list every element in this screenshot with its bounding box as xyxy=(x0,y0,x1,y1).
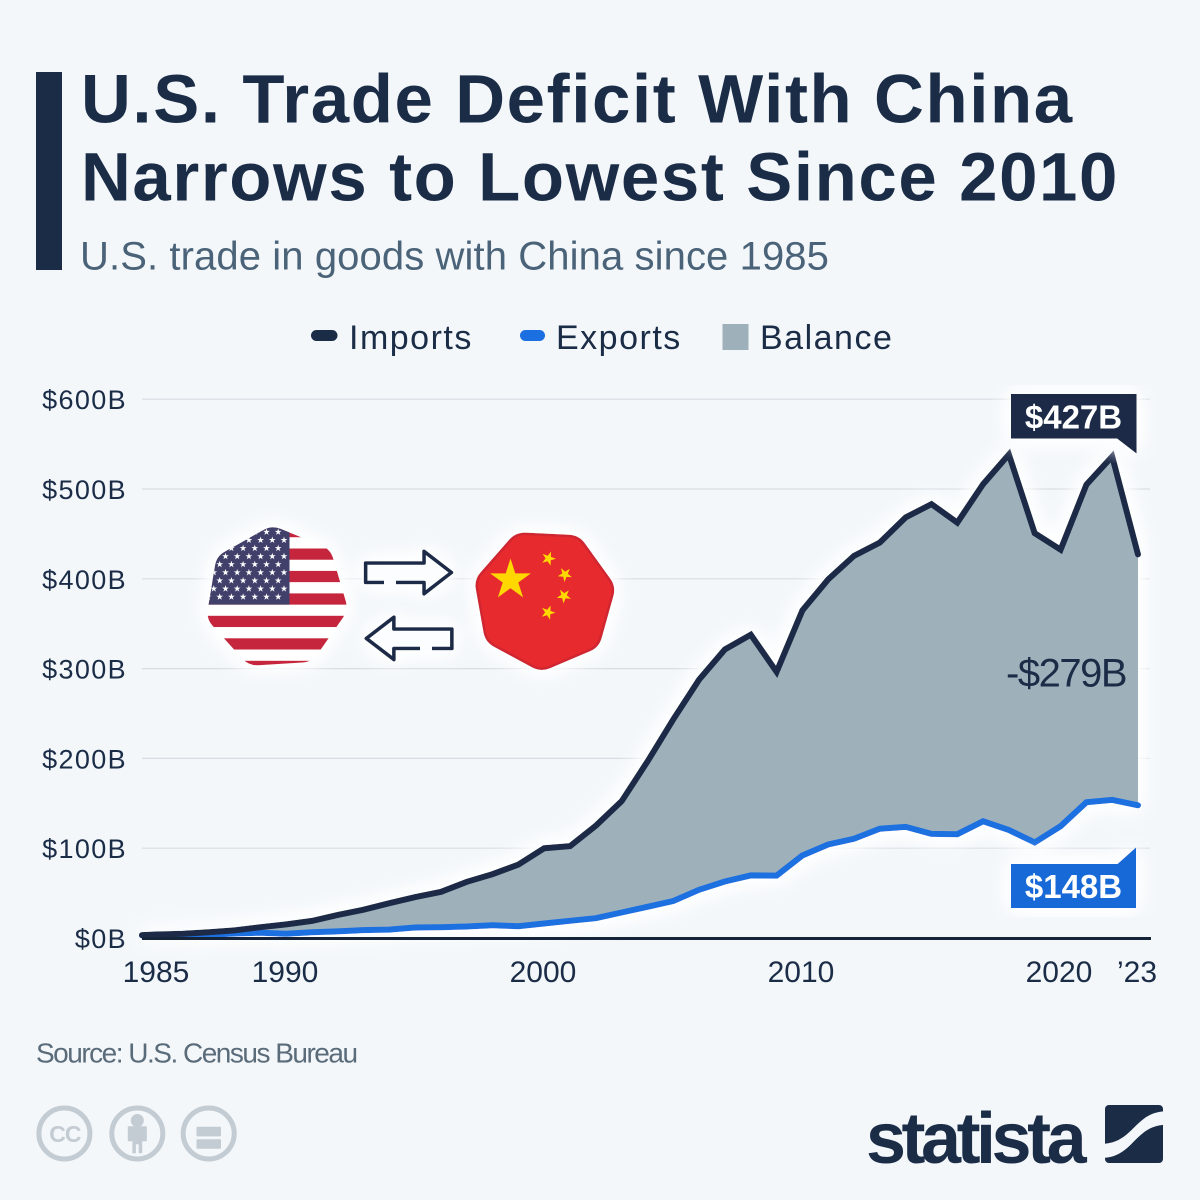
svg-text:U.S. Trade Deficit With China: U.S. Trade Deficit With China xyxy=(81,61,1074,138)
svg-text:$300B: $300B xyxy=(42,655,127,685)
svg-text:$0B: $0B xyxy=(75,924,127,954)
svg-text:U.S. trade in goods with China: U.S. trade in goods with China since 198… xyxy=(80,234,829,278)
svg-text:Balance: Balance xyxy=(760,319,893,357)
svg-text:$500B: $500B xyxy=(42,475,127,505)
svg-text:-$279B: -$279B xyxy=(1006,652,1126,696)
svg-text:$427B: $427B xyxy=(1025,399,1122,436)
svg-text:$100B: $100B xyxy=(42,834,127,864)
svg-text:Imports: Imports xyxy=(349,319,473,357)
svg-text:’23: ’23 xyxy=(1117,956,1157,989)
svg-text:Source: U.S. Census Bureau: Source: U.S. Census Bureau xyxy=(36,1038,357,1069)
svg-text:1985: 1985 xyxy=(123,956,190,989)
svg-text:CC: CC xyxy=(49,1121,81,1147)
svg-text:Narrows to Lowest Since 2010: Narrows to Lowest Since 2010 xyxy=(81,139,1119,216)
svg-text:1990: 1990 xyxy=(252,956,319,989)
svg-text:$600B: $600B xyxy=(42,385,127,415)
svg-text:$200B: $200B xyxy=(42,744,127,774)
svg-text:$148B: $148B xyxy=(1025,868,1122,905)
svg-text:2020: 2020 xyxy=(1026,956,1093,989)
svg-text:2000: 2000 xyxy=(510,956,577,989)
svg-text:statista: statista xyxy=(866,1099,1088,1179)
svg-text:$400B: $400B xyxy=(42,565,127,595)
svg-text:Exports: Exports xyxy=(556,319,682,357)
svg-text:2010: 2010 xyxy=(768,956,835,989)
